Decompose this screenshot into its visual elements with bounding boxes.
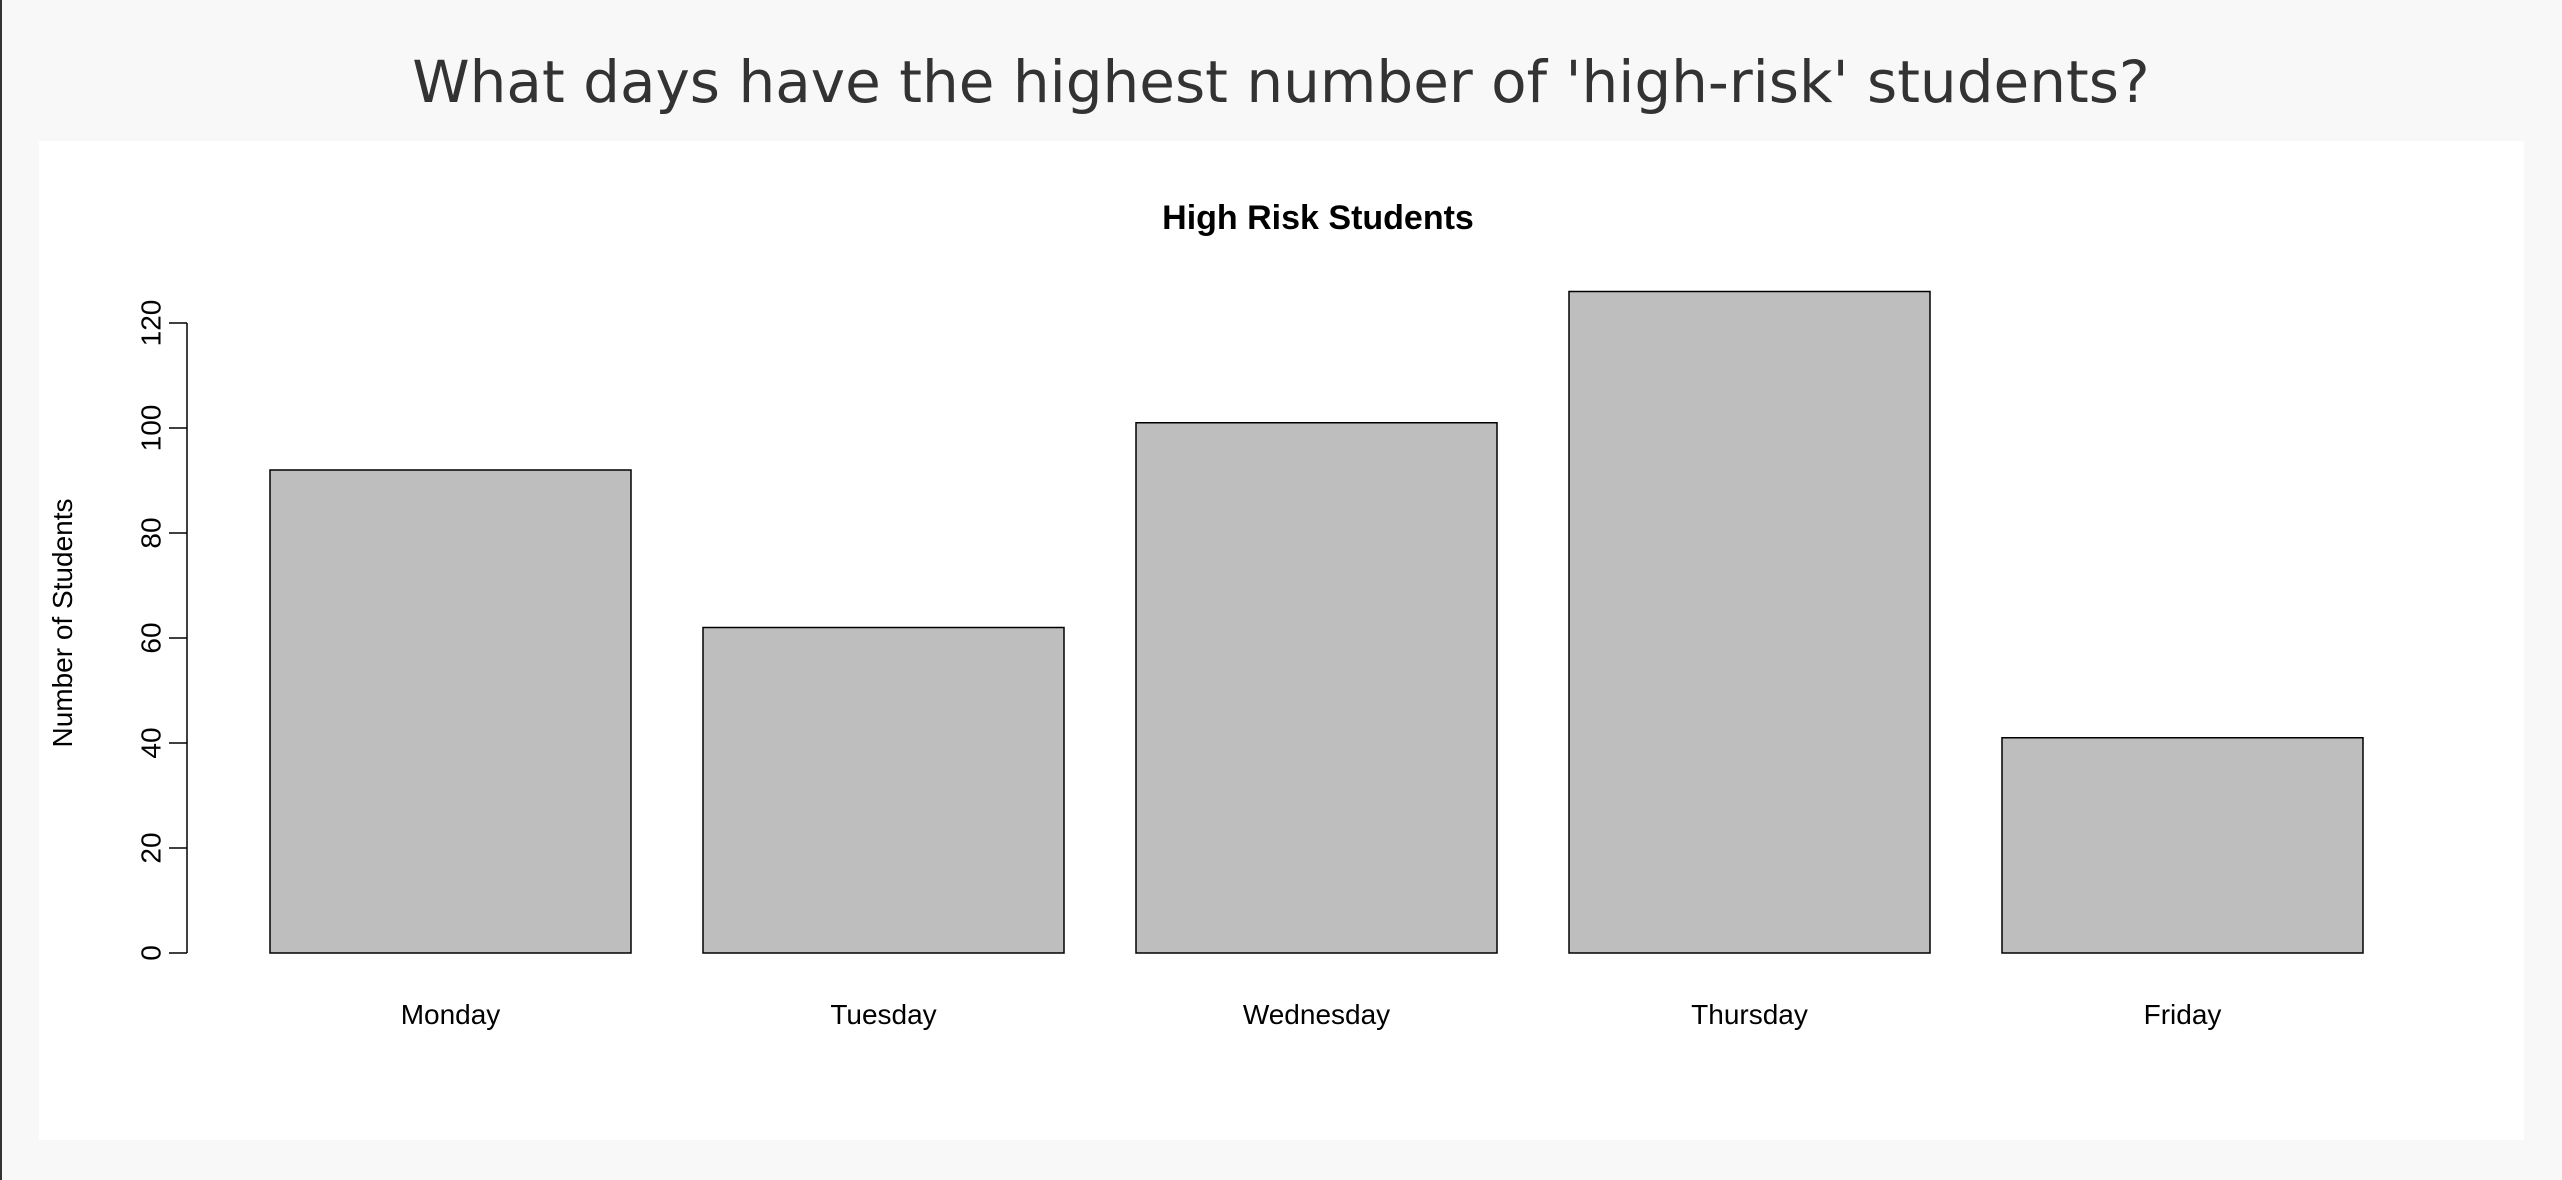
x-tick-label-tuesday: Tuesday <box>830 999 936 1030</box>
window-left-border <box>0 0 2 1180</box>
bar-monday <box>269 469 632 954</box>
y-tick-label: 60 <box>136 622 167 653</box>
bar-friday <box>2001 737 2364 954</box>
bar-thursday <box>1568 290 1931 954</box>
y-tick-label: 0 <box>136 945 167 961</box>
y-tick-label: 40 <box>136 727 167 758</box>
x-tick-label-thursday: Thursday <box>1691 999 1808 1030</box>
x-axis-labels: Monday Tuesday Wednesday Thursday Friday <box>401 999 2222 1030</box>
bar-chart: High Risk Students Number of Students 0 2… <box>47 199 2364 1030</box>
y-tick-label: 80 <box>136 517 167 548</box>
y-tick-label: 120 <box>136 300 167 347</box>
bar-tuesday <box>702 626 1065 954</box>
plot-panel: High Risk Students Number of Students 0 2… <box>39 141 2524 1140</box>
y-axis: 0 20 40 60 80 100 120 <box>136 300 188 961</box>
x-tick-label-wednesday: Wednesday <box>1243 999 1390 1030</box>
y-axis-label: Number of Students <box>47 498 78 747</box>
y-tick-label: 100 <box>136 405 167 452</box>
bars <box>269 290 2364 954</box>
bar-wednesday <box>1135 422 1498 954</box>
page-title: What days have the highest number of 'hi… <box>412 48 2150 116</box>
chart-title: High Risk Students <box>1162 199 1474 237</box>
y-tick-label: 20 <box>136 832 167 863</box>
x-tick-label-friday: Friday <box>2144 999 2222 1030</box>
x-tick-label-monday: Monday <box>401 999 501 1030</box>
